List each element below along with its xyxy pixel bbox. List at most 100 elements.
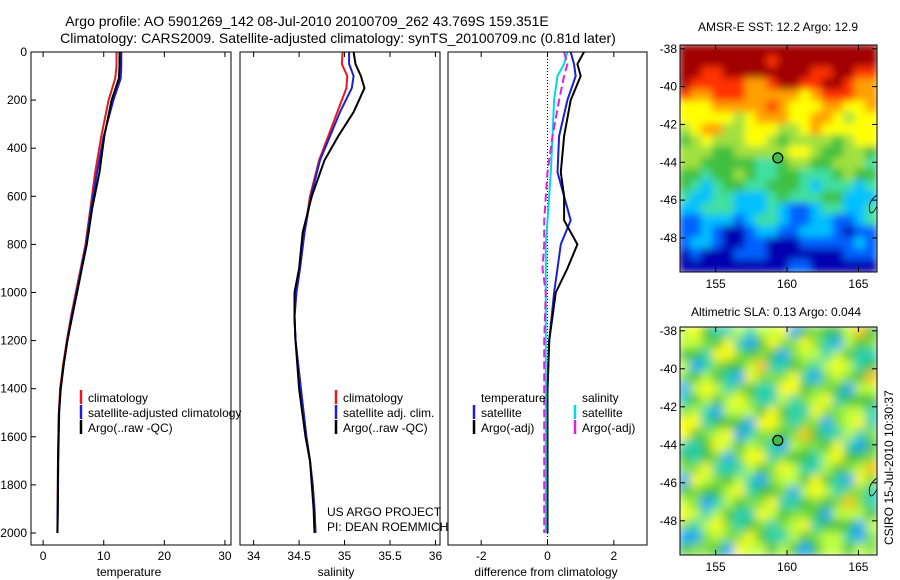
field-cell [755,248,769,262]
field-cell [865,168,877,183]
x-tick-label: 155 [706,277,726,291]
field-cell [722,157,736,171]
field-cell [777,451,791,465]
field-cell [680,417,692,431]
y-tick-label: -42 [660,400,678,414]
field-cell [832,428,846,442]
field-cell [744,474,758,488]
field-cell [865,180,877,194]
field-cell [832,66,846,80]
field-cell [799,531,813,545]
field-cell [766,134,780,149]
field-cell [766,360,780,374]
field-cell [788,508,802,522]
field-cell [766,327,780,340]
field-cell [744,214,758,228]
salinity-xlabel: salinity [318,565,355,579]
sla-map-title: Altimetric SLA: 0.13 Argo: 0.044 [691,305,861,319]
field-cell [777,236,791,251]
field-cell [680,180,692,194]
field-cell [843,134,857,149]
field-cell [744,191,758,205]
field-cell [700,225,714,239]
field-cell [680,45,692,58]
field-cell [821,383,835,397]
field-cell [832,100,846,115]
field-cell [722,100,736,115]
y-tick-label: -38 [660,324,678,338]
field-cell [788,440,802,454]
legend-temperature-title: temperature [481,391,546,405]
field-cell [711,134,725,149]
field-cell [788,45,802,58]
field-cell [680,55,692,69]
field-cell [777,78,791,92]
field-cell [755,100,769,115]
y-tick-label: -40 [660,362,678,376]
field-cell [680,327,692,340]
field-cell [711,191,725,205]
field-cell [680,112,692,126]
field-cell [700,259,714,272]
x-tick-label: 165 [848,277,868,291]
x-tick-label: 155 [706,560,726,574]
field-cell [711,497,725,511]
field-cell [711,236,725,251]
field-cell [700,134,714,149]
field-cell [854,371,867,385]
series-line-argo [56,52,121,534]
field-cell [799,55,813,69]
field-cell [865,89,877,103]
y-tick-label: 0 [20,45,27,59]
difference-chart: -2 0 2 difference from climatology tempera… [447,51,648,579]
field-cell [680,497,692,511]
field-cell [832,462,846,477]
y-tick-label: 1200 [0,334,27,348]
field-cell [755,134,769,149]
field-cell [810,360,824,374]
field-cell [865,428,877,442]
y-tick-label: 200 [7,93,27,107]
field-cell [700,66,714,80]
field-cell [821,45,835,58]
field-cell [689,248,703,262]
field-cell [843,100,857,115]
x-tick-label: 35 [338,549,352,563]
field-cell [854,180,867,194]
temperature-plot-area [56,52,123,534]
field-cell [766,66,780,80]
field-cell [777,348,791,363]
temperature-y-axis: 0 200 400 600 800 1000 1200 1400 1600 1800 2000 [0,45,36,540]
field-cell [799,428,813,442]
field-cell [744,405,758,420]
argo-float-marker [772,152,784,164]
field-cell [832,78,846,92]
field-cell [832,485,846,499]
field-cell [689,89,703,103]
field-cell [843,236,857,251]
field-cell [788,451,802,465]
field-cell [832,180,846,194]
field-cell [832,383,846,397]
field-cell [755,214,769,228]
field-cell [799,146,813,160]
field-cell [722,451,736,465]
field-cell [799,112,813,126]
field-cell [799,134,813,149]
field-cell [733,236,747,251]
field-cell [788,123,802,137]
legend-climatology: climatology [343,391,403,405]
y-tick-label: -44 [660,155,678,169]
field-cell [843,327,857,340]
field-cell [733,248,747,262]
field-cell [755,259,769,272]
field-cell [733,112,747,126]
field-cell [711,462,725,477]
field-cell [788,248,802,262]
field-cell [689,112,703,126]
field-cell [843,348,857,363]
field-cell [689,134,703,149]
field-cell [689,180,703,194]
y-tick-label: -42 [660,117,678,131]
field-cell [810,146,824,160]
